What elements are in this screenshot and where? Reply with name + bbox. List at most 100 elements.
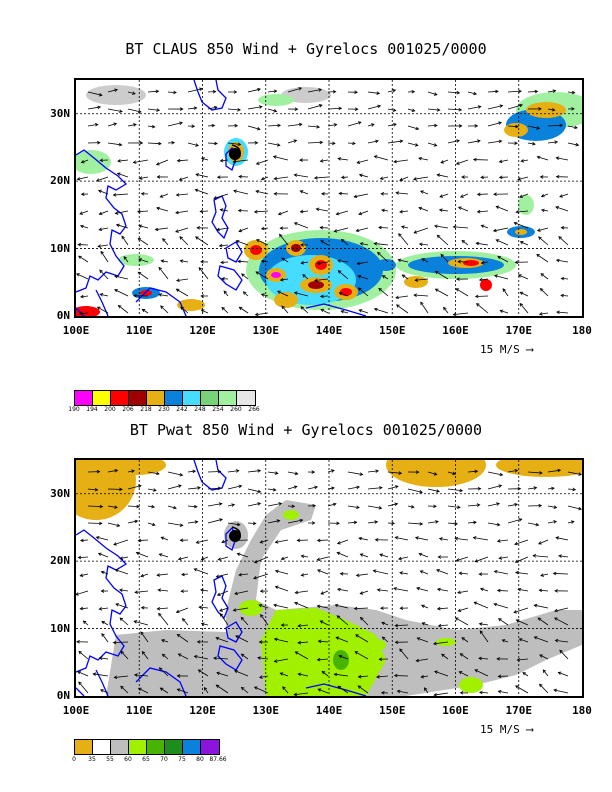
bottom-wind-scale-label: 15 M/S bbox=[480, 723, 520, 736]
pwat-patch bbox=[283, 510, 299, 520]
legend-swatch bbox=[165, 391, 183, 405]
top-wind-scale-label: 15 M/S bbox=[480, 343, 520, 356]
legend-swatch bbox=[75, 391, 93, 405]
cloud-patch bbox=[291, 244, 301, 252]
storm-gyre-marker-arm bbox=[231, 526, 241, 539]
legend-label: 55 bbox=[106, 756, 114, 763]
legend-label: 0 bbox=[72, 756, 76, 763]
latitude-label: 20N bbox=[50, 554, 70, 568]
cloud-patch bbox=[177, 299, 205, 311]
legend-swatch bbox=[201, 740, 219, 754]
cloud-patch bbox=[480, 279, 492, 291]
cloud-patch bbox=[404, 276, 428, 288]
pwat-patch bbox=[239, 600, 263, 616]
scale-arrow-icon: ⟶ bbox=[526, 343, 533, 356]
top-color-legend bbox=[74, 390, 256, 406]
cloud-patch bbox=[274, 292, 298, 308]
legend-label: 194 bbox=[86, 406, 98, 413]
longitude-label: 140E bbox=[315, 324, 343, 337]
legend-label: 260 bbox=[230, 406, 242, 413]
legend-label: 87.66 bbox=[209, 756, 227, 763]
longitude-label: 120E bbox=[189, 324, 216, 337]
legend-label: 80 bbox=[196, 756, 204, 763]
legend-swatch bbox=[183, 391, 201, 405]
cloud-patch bbox=[515, 229, 527, 235]
legend-label: 200 bbox=[104, 406, 116, 413]
grid-lines bbox=[76, 80, 582, 316]
coastline bbox=[76, 460, 367, 696]
longitude-label: 130E bbox=[252, 704, 280, 717]
legend-label: 248 bbox=[194, 406, 206, 413]
legend-label: 242 bbox=[176, 406, 188, 413]
latitude-label: 10N bbox=[50, 621, 70, 635]
legend-label: 35 bbox=[88, 756, 96, 763]
cloud-patch bbox=[140, 290, 152, 296]
latitude-label: 30N bbox=[50, 486, 70, 500]
legend-label: 75 bbox=[178, 756, 186, 763]
cloud-patch bbox=[271, 272, 281, 278]
longitude-label: 140E bbox=[315, 704, 343, 717]
longitude-label: 170E bbox=[505, 324, 533, 337]
longitude-label: 160E bbox=[442, 704, 469, 717]
cloud-patch bbox=[258, 94, 294, 106]
cloud-patch bbox=[86, 85, 146, 105]
pwat-patch bbox=[459, 677, 483, 693]
bottom-color-legend bbox=[74, 739, 220, 755]
legend-swatch bbox=[219, 391, 237, 405]
wind-vectors bbox=[76, 87, 580, 316]
legend-label: 254 bbox=[212, 406, 224, 413]
legend-swatch bbox=[147, 391, 165, 405]
legend-label: 206 bbox=[122, 406, 134, 413]
longitude-label: 100E bbox=[62, 704, 90, 717]
legend-swatch bbox=[129, 391, 147, 405]
legend-swatch bbox=[237, 391, 255, 405]
bottom-wind-scale: 15 M/S ⟶ bbox=[480, 723, 533, 736]
cloud-patch bbox=[340, 288, 352, 296]
cloud-patch bbox=[526, 102, 566, 118]
legend-swatch bbox=[93, 740, 111, 754]
storm-gyre-marker bbox=[229, 530, 241, 542]
legend-swatch bbox=[201, 391, 219, 405]
latitude-label: 0N bbox=[56, 689, 70, 702]
pwat-patch bbox=[496, 460, 582, 477]
cloud-patch bbox=[308, 281, 324, 289]
longitude-label: 100E bbox=[62, 324, 90, 337]
legend-label: 230 bbox=[158, 406, 170, 413]
pwat-patch bbox=[366, 639, 386, 651]
latitude-label: 30N bbox=[50, 106, 70, 120]
grid-lines bbox=[76, 460, 582, 696]
legend-swatch bbox=[93, 391, 111, 405]
cloud-patch bbox=[376, 259, 396, 271]
pwat-patch bbox=[76, 460, 136, 520]
top-panel-title: BT CLAUS 850 Wind + Gyrelocs 001025/0000 bbox=[125, 40, 487, 58]
legend-label: 190 bbox=[68, 406, 80, 413]
storm-gyre-marker-arm bbox=[231, 144, 241, 157]
latitude-label: 20N bbox=[50, 174, 70, 188]
storm-gyre-marker bbox=[229, 148, 241, 160]
longitude-label: 170E bbox=[505, 704, 533, 717]
latitude-label: 0N bbox=[56, 309, 70, 322]
longitude-label: 150E bbox=[379, 324, 406, 337]
cloud-patch bbox=[250, 245, 262, 255]
cloud-patch bbox=[463, 260, 479, 266]
legend-label: 65 bbox=[142, 756, 150, 763]
longitude-label: 180 bbox=[572, 324, 592, 337]
latitude-label: 10N bbox=[50, 241, 70, 255]
pwat-patch bbox=[106, 460, 166, 475]
legend-label: 70 bbox=[160, 756, 168, 763]
legend-swatch bbox=[75, 740, 93, 754]
longitude-label: 110E bbox=[126, 324, 153, 337]
pwat-patch bbox=[261, 608, 386, 696]
longitude-label: 120E bbox=[189, 704, 216, 717]
longitude-label: 160E bbox=[442, 324, 469, 337]
pwat-patch bbox=[106, 630, 226, 696]
cloud-patch bbox=[76, 150, 111, 174]
legend-swatch bbox=[147, 740, 165, 754]
legend-label: 60 bbox=[124, 756, 132, 763]
legend-label: 266 bbox=[248, 406, 260, 413]
coastline bbox=[76, 80, 367, 316]
pwat-patch bbox=[333, 650, 349, 670]
top-map bbox=[74, 78, 584, 318]
legend-swatch bbox=[111, 740, 129, 754]
longitude-label: 150E bbox=[379, 704, 406, 717]
